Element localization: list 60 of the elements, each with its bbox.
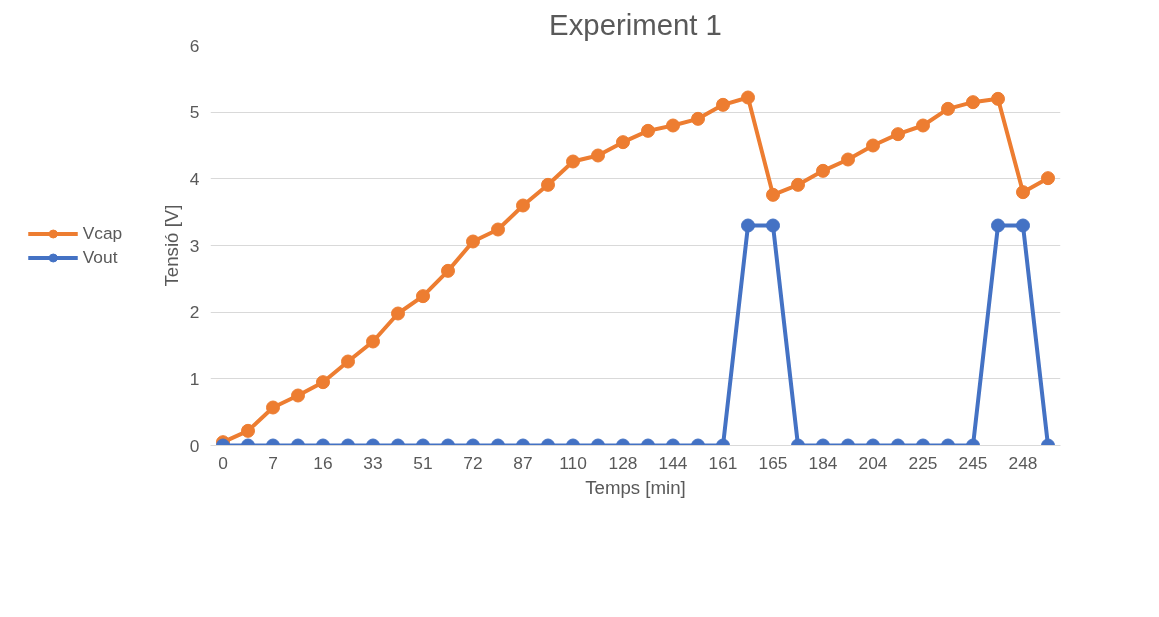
point xyxy=(441,263,455,278)
x-tick-label: 110 xyxy=(559,452,587,473)
point xyxy=(591,148,605,163)
point xyxy=(516,198,530,213)
point xyxy=(841,152,855,167)
legend-label: Vout xyxy=(82,246,118,268)
point xyxy=(966,95,980,110)
chart-title: Experiment 1 xyxy=(549,7,722,41)
y-tick-label: 6 xyxy=(189,35,200,56)
y-tick-label: 3 xyxy=(189,235,200,256)
point xyxy=(741,218,755,233)
x-tick-label: 225 xyxy=(908,452,938,473)
point xyxy=(866,138,880,153)
x-tick-label: 0 xyxy=(218,452,228,473)
point xyxy=(616,135,630,150)
y-tick-label: 1 xyxy=(189,368,200,389)
legend-label: Vcap xyxy=(82,222,123,244)
point xyxy=(891,127,905,142)
point xyxy=(466,234,480,249)
y-tick-label: 4 xyxy=(189,168,200,189)
point xyxy=(691,111,705,126)
point xyxy=(716,97,730,112)
x-axis-title: Temps [min] xyxy=(585,476,686,498)
x-tick-label: 87 xyxy=(513,452,533,473)
point xyxy=(416,289,430,304)
point xyxy=(766,187,780,202)
x-tick-label: 51 xyxy=(413,452,433,473)
point xyxy=(766,218,780,233)
x-tick-label: 72 xyxy=(463,452,483,473)
point xyxy=(566,154,580,169)
point xyxy=(941,101,955,116)
x-tick-label: 161 xyxy=(708,452,738,473)
point xyxy=(641,123,655,138)
y-tick-label: 5 xyxy=(189,102,200,123)
y-axis-title: Tensió [V] xyxy=(160,204,182,287)
x-tick-label: 248 xyxy=(1008,452,1038,473)
x-tick-label: 144 xyxy=(658,452,688,473)
point xyxy=(1041,171,1055,186)
x-tick-label: 184 xyxy=(808,452,838,473)
x-tick-label: 204 xyxy=(858,452,888,473)
x-tick-label: 16 xyxy=(313,452,333,473)
x-tick-label: 128 xyxy=(608,452,638,473)
x-tick-label: 33 xyxy=(363,452,383,473)
x-tick-label: 245 xyxy=(958,452,988,473)
point xyxy=(391,306,405,321)
point xyxy=(816,163,830,178)
x-tick-label: 165 xyxy=(758,452,788,473)
y-tick-label: 0 xyxy=(189,435,200,456)
point xyxy=(916,118,930,133)
point xyxy=(666,118,680,133)
point xyxy=(1016,218,1030,233)
x-tick-label: 7 xyxy=(268,452,278,473)
point xyxy=(991,91,1005,106)
y-tick-label: 2 xyxy=(189,302,200,323)
point xyxy=(991,218,1005,233)
point xyxy=(791,177,805,192)
point xyxy=(491,222,505,237)
point xyxy=(741,90,755,105)
point xyxy=(541,177,555,192)
point xyxy=(1016,185,1030,200)
